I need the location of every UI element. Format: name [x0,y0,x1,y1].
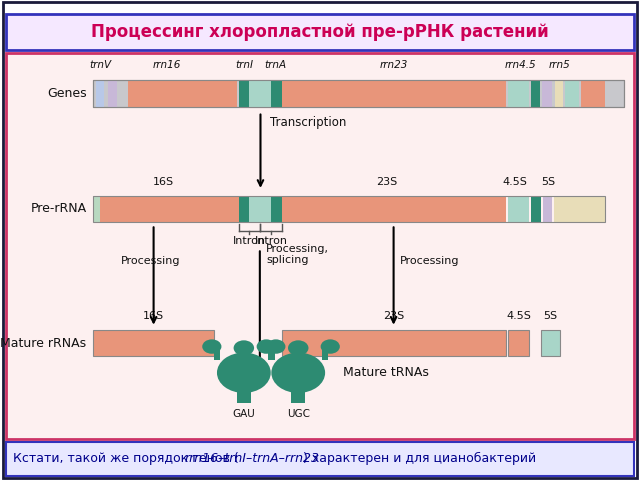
Text: rrn23: rrn23 [380,60,408,70]
Text: trnV: trnV [90,60,111,70]
Bar [541,330,560,356]
Bar [282,196,506,222]
Bar [96,80,104,107]
Text: Pre-rRNA: Pre-rRNA [30,202,86,216]
Bar [93,80,624,107]
Text: Intron: Intron [255,237,287,246]
Text: UGC: UGC [287,409,310,419]
Bar [508,330,529,356]
Text: Processing: Processing [400,256,460,266]
Circle shape [321,339,340,354]
Bar [291,377,305,403]
Bar [249,196,271,222]
Text: 4.5S: 4.5S [506,312,531,322]
Bar [239,80,249,107]
Text: Intron: Intron [233,237,266,246]
Text: rrn16–trnI–trnA–rrn23: rrn16–trnI–trnA–rrn23 [184,452,319,466]
Bar [508,80,529,107]
Bar [508,196,529,222]
Bar [531,80,540,107]
Bar [531,196,541,222]
Text: Mature rRNAs: Mature rRNAs [0,336,86,350]
Bar [93,196,605,222]
Text: Genes: Genes [47,87,86,100]
Text: GAU: GAU [232,409,255,419]
Circle shape [257,339,276,354]
Bar [271,80,282,107]
Text: rrn5: rrn5 [549,60,571,70]
Bar [322,347,328,360]
Bar [214,347,220,360]
Text: rrn16: rrn16 [152,60,180,70]
Circle shape [288,340,308,356]
Text: Processing,
splicing: Processing, splicing [266,244,329,265]
Text: 5S: 5S [543,312,557,322]
Bar [128,80,237,107]
Bar [93,80,624,107]
Bar [93,196,239,222]
Bar [555,80,563,107]
Bar [241,345,247,355]
Text: trnA: trnA [265,60,287,70]
Circle shape [217,353,271,393]
Bar [6,14,634,50]
Text: Processing: Processing [121,256,180,266]
Circle shape [266,339,285,354]
Bar [237,377,251,403]
Text: 16S: 16S [143,312,164,322]
Bar [108,80,117,107]
Bar [282,80,506,107]
Bar [542,80,552,107]
Text: 23S: 23S [383,312,404,322]
Bar [93,330,214,356]
Text: trnI: trnI [235,60,253,70]
Bar [239,196,249,222]
Text: Кстати, такой же порядок генов (: Кстати, такой же порядок генов ( [13,452,239,466]
Bar [93,196,100,222]
Bar [249,80,271,107]
Bar [543,196,552,222]
Bar [6,53,634,439]
Bar [565,80,579,107]
Text: Процессинг хлоропластной пре-рРНК растений: Процессинг хлоропластной пре-рРНК растен… [91,23,549,41]
Bar [282,330,506,356]
Text: Transcription: Transcription [270,116,346,130]
Circle shape [271,353,325,393]
Bar [271,196,282,222]
Bar [268,347,275,360]
Bar [295,345,301,355]
Text: ) характерен и для цианобактерий: ) характерен и для цианобактерий [303,452,536,466]
Text: Mature tRNAs: Mature tRNAs [343,365,429,379]
Text: rrn4.5: rrn4.5 [504,60,536,70]
Text: 23S: 23S [376,177,398,187]
Bar [6,442,634,476]
Circle shape [202,339,221,354]
Bar [554,196,605,222]
Bar [239,196,282,222]
Text: 5S: 5S [541,177,556,187]
Text: 4.5S: 4.5S [503,177,527,187]
Text: 16S: 16S [152,177,174,187]
Bar [581,80,605,107]
Bar [268,347,274,360]
Circle shape [234,340,254,356]
